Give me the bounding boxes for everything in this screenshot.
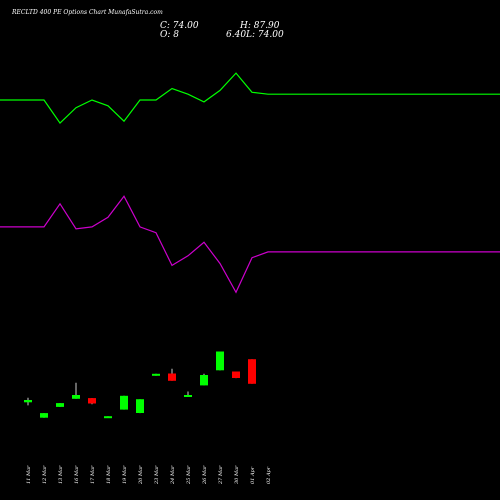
x-tick-label: 12 Mar [42, 465, 48, 484]
x-tick-label: 02 Apr [266, 466, 272, 484]
candle-1 [24, 397, 32, 406]
candle-body [200, 375, 208, 386]
candle-4 [72, 382, 80, 399]
close-value: C: 74.00 [160, 21, 199, 31]
candle-body [248, 359, 256, 384]
candle-13 [216, 351, 224, 371]
candle-6 [104, 416, 112, 419]
candle-body [72, 395, 80, 399]
x-tick-label: 24 Mar [170, 465, 176, 485]
overlay-lines [0, 72, 500, 294]
candle-7 [120, 395, 128, 410]
chart-title: RECLTD 400 PE Options Chart MunafaSutra.… [11, 9, 163, 16]
candle-body [24, 400, 32, 403]
high-value: H: 87.90 [239, 21, 280, 31]
candle-body [168, 373, 176, 381]
candle-body [120, 395, 128, 410]
x-tick-label: 17 Mar [90, 465, 96, 484]
x-tick-label: 26 Mar [202, 465, 208, 485]
candle-body [152, 373, 160, 376]
candle-body [232, 371, 240, 378]
candle-2 [40, 413, 48, 418]
candle-14 [232, 371, 240, 379]
candle-10 [168, 368, 176, 381]
x-tick-label: 01 Apr [250, 466, 256, 484]
candle-11 [184, 391, 192, 397]
x-tick-label: 13 Mar [58, 465, 64, 484]
open-value: O: 8 [160, 30, 179, 40]
candle-9 [152, 373, 160, 376]
x-tick-label: 19 Mar [122, 465, 128, 484]
low-value: 6.40L: 74.00 [226, 30, 284, 40]
x-tick-label: 20 Mar [138, 465, 144, 485]
candles [24, 351, 256, 419]
x-tick-label: 30 Mar [234, 465, 240, 484]
candle-body [88, 398, 96, 404]
overlay-line-2 [0, 195, 500, 294]
overlay-line-1 [0, 72, 500, 125]
candle-body [184, 395, 192, 397]
candle-body [40, 413, 48, 418]
x-tick-label: 16 Mar [74, 465, 80, 484]
x-tick-label: 27 Mar [218, 465, 224, 485]
candle-body [136, 399, 144, 413]
x-tick-label: 25 Mar [186, 465, 192, 485]
candle-body [104, 416, 112, 419]
candle-15 [248, 359, 256, 384]
candle-body [56, 403, 64, 407]
x-tick-label: 11 Mar [26, 465, 32, 484]
candle-12 [200, 373, 208, 386]
candle-3 [56, 403, 64, 407]
x-tick-label: 23 Mar [154, 465, 160, 485]
x-axis-labels: 11 Mar 12 Mar 13 Mar 16 Mar 17 Mar 18 Mar 19 M… [26, 465, 272, 485]
candle-8 [136, 399, 144, 414]
x-tick-label: 18 Mar [106, 465, 112, 484]
candle-5 [88, 398, 96, 405]
candle-body [216, 351, 224, 371]
